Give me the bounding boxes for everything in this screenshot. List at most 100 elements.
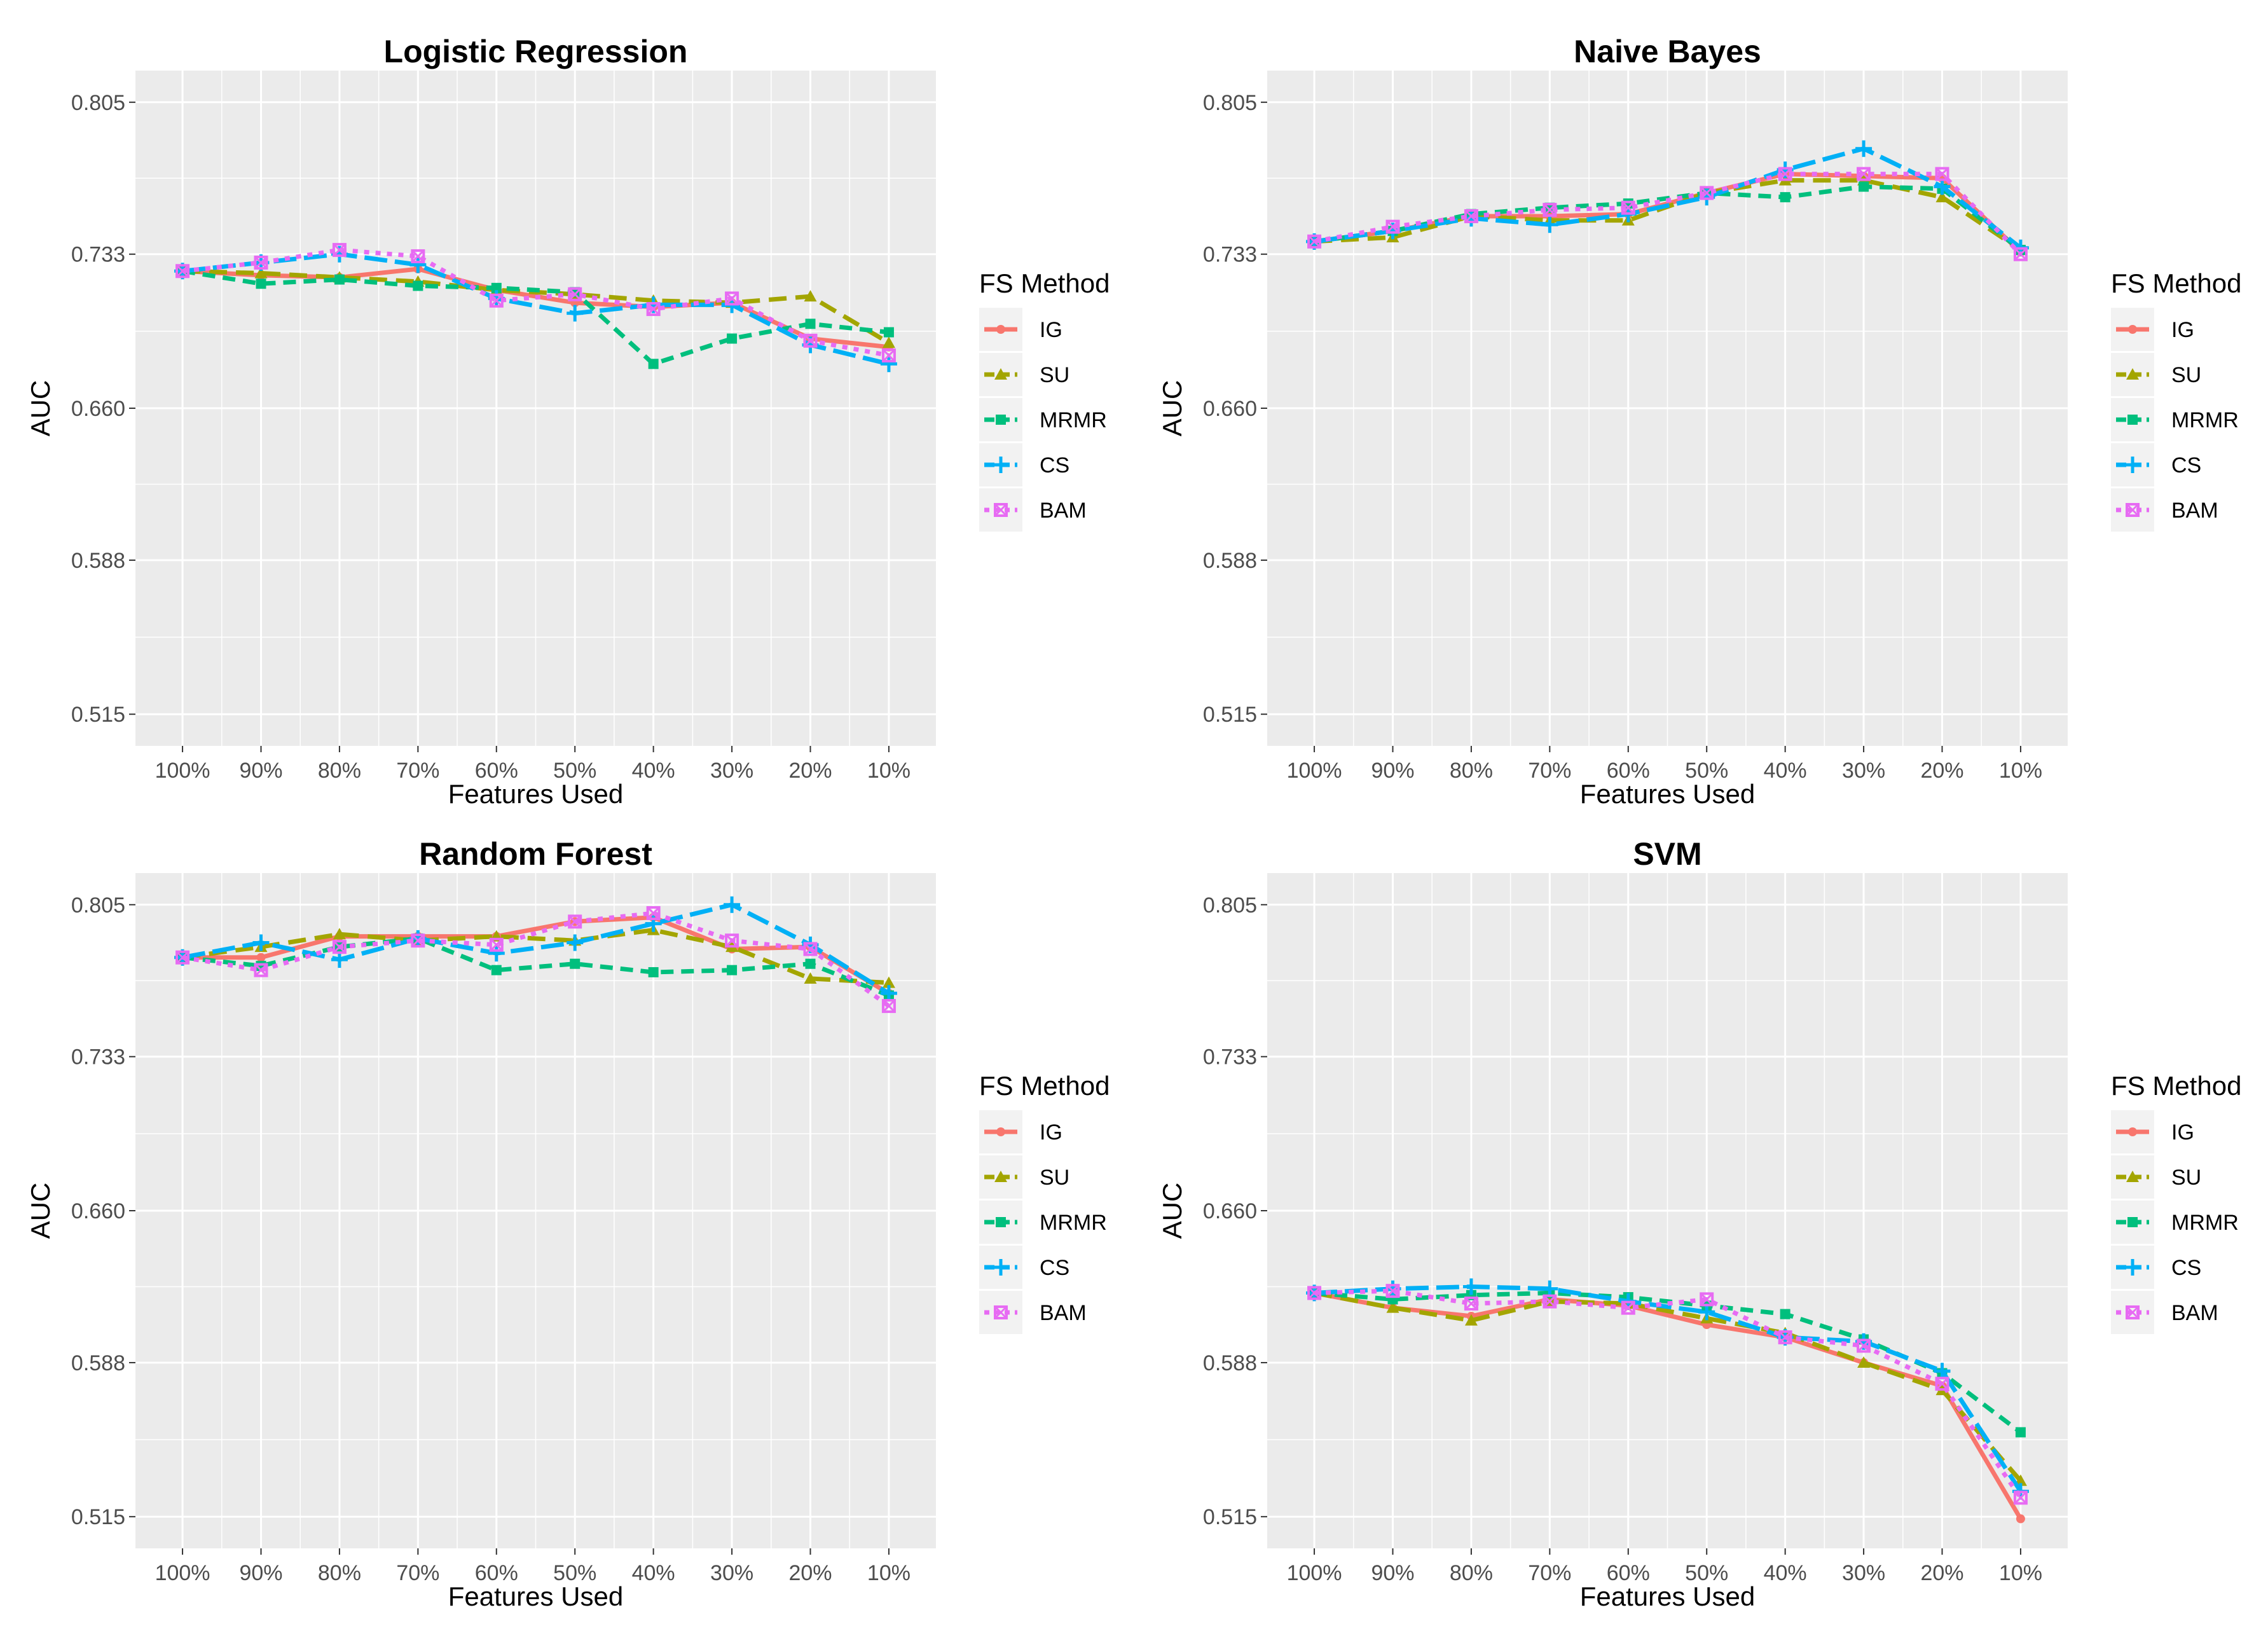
x-tick-label: 70% [1528, 1561, 1571, 1585]
legend-marker-cs [993, 457, 1009, 473]
y-tick-label: 0.805 [1203, 893, 1257, 918]
chart-panel: 0.515 0.588 0.660 0.733 0.805 100% 90% 80% 70% 60… [25, 34, 1110, 809]
data-point-bam-cross [1543, 1295, 1557, 1308]
data-point-bam [1464, 209, 1478, 223]
legend-marker-ig [2128, 1127, 2137, 1136]
legend-label-bam: BAM [1040, 499, 1087, 523]
data-point-mrmr [727, 965, 738, 975]
data-point-bam-cross [804, 334, 817, 347]
x-tick-label: 60% [475, 1561, 518, 1585]
data-point-mrmr [1780, 1309, 1790, 1319]
series-line-su [182, 928, 890, 986]
data-point-bam [1700, 1292, 1714, 1307]
data-point-bam-cross [647, 302, 660, 316]
y-axis-title: AUC [1157, 380, 1187, 437]
legend-label-mrmr: MRMR [2171, 1211, 2239, 1235]
legend-label-cs: CS [2171, 1256, 2201, 1280]
data-point-bam [1700, 186, 1714, 200]
legend-marker-bam [2126, 503, 2140, 517]
legend-title: FS Method [2111, 1071, 2241, 1101]
data-point-bam-cross [725, 934, 739, 947]
data-point-bam [332, 940, 347, 954]
y-tick-label: 0.660 [1203, 397, 1257, 421]
data-point-bam-cross [1857, 167, 1871, 181]
data-point-bam-cross [411, 249, 425, 263]
y-tick-label: 0.805 [1203, 91, 1257, 115]
chart-title: SVM [1633, 836, 1701, 872]
x-tick-label: 30% [710, 1561, 753, 1585]
legend-label-cs: CS [2171, 453, 2201, 478]
y-axis-title: AUC [25, 380, 55, 437]
x-tick-label: 90% [1371, 759, 1414, 783]
legend-marker-bam-cross [994, 1305, 1008, 1319]
legend-title: FS Method [979, 1071, 1110, 1101]
data-point-bam-cross [1778, 167, 1792, 181]
data-point-bam [646, 302, 661, 317]
legend-marker-bam [994, 1305, 1008, 1319]
legend-marker-bam [994, 503, 1008, 517]
legend-marker-su [994, 1171, 1007, 1182]
y-axis-title: AUC [25, 1183, 55, 1239]
x-tick-label: 60% [475, 759, 518, 783]
legend-label-ig: IG [2171, 1120, 2194, 1145]
legend-marker-bam-cross [2126, 503, 2140, 517]
legend-marker-cs [993, 1259, 1009, 1276]
data-point-bam-cross [568, 915, 582, 928]
data-point-bam [411, 933, 425, 948]
data-point-su [1935, 191, 1949, 203]
x-tick-label: 50% [553, 1561, 596, 1585]
data-point-bam-cross [490, 938, 503, 951]
series-line-mrmr [182, 936, 890, 998]
x-tick-label: 20% [788, 1561, 832, 1585]
legend-marker-mrmr [996, 415, 1006, 425]
data-point-bam-cross [882, 1000, 896, 1013]
y-tick-label: 0.733 [71, 1045, 125, 1070]
legend-title: FS Method [2111, 268, 2241, 298]
data-point-bam [175, 264, 190, 279]
data-point-mrmr [570, 958, 581, 969]
legend-marker-ig [996, 1127, 1005, 1136]
legend-label-cs: CS [1040, 453, 1069, 478]
data-point-bam [489, 293, 504, 308]
y-axis-title: AUC [1157, 1183, 1187, 1239]
x-tick-label: 100% [1287, 759, 1342, 783]
data-point-bam [1543, 1294, 1557, 1309]
data-point-bam-cross [490, 294, 503, 307]
data-point-ig [2016, 1514, 2025, 1524]
x-tick-label: 40% [632, 1561, 675, 1585]
data-point-mrmr [491, 965, 502, 975]
data-point-bam-cross [1935, 167, 1949, 181]
legend-label-cs: CS [1040, 1256, 1069, 1280]
data-point-bam [1621, 1300, 1635, 1315]
data-point-bam-cross [725, 292, 739, 305]
data-point-su [254, 266, 268, 279]
data-point-cs [1462, 1278, 1480, 1295]
data-point-mrmr [727, 333, 738, 344]
data-point-mrmr [1859, 181, 1869, 192]
data-point-mrmr [648, 967, 659, 977]
x-tick-label: 70% [1528, 759, 1571, 783]
x-tick-label: 40% [1764, 759, 1807, 783]
data-point-bam-cross [2014, 247, 2028, 261]
legend-marker-cs [2124, 457, 2141, 473]
data-point-bam [568, 914, 582, 929]
data-point-cs [1541, 1280, 1558, 1297]
data-point-bam [254, 963, 268, 977]
data-point-cs [1541, 216, 1558, 233]
legend-title: FS Method [979, 268, 1110, 298]
data-point-cs [1855, 140, 1873, 157]
data-point-su [882, 976, 895, 988]
data-point-bam [881, 348, 896, 363]
data-point-bam-cross [333, 940, 346, 954]
chart-title: Random Forest [419, 836, 652, 872]
data-point-bam-cross [1386, 1284, 1399, 1298]
data-point-bam-cross [1307, 235, 1321, 248]
legend-marker-bam-cross [2126, 1305, 2140, 1319]
chart-title: Logistic Regression [384, 34, 688, 69]
y-tick-label: 0.588 [1203, 1351, 1257, 1375]
x-tick-label: 30% [1842, 1561, 1885, 1585]
y-tick-label: 0.733 [71, 243, 125, 267]
x-tick-label: 20% [1920, 759, 1963, 783]
x-tick-label: 50% [1685, 1561, 1728, 1585]
data-point-bam-cross [1543, 203, 1557, 217]
